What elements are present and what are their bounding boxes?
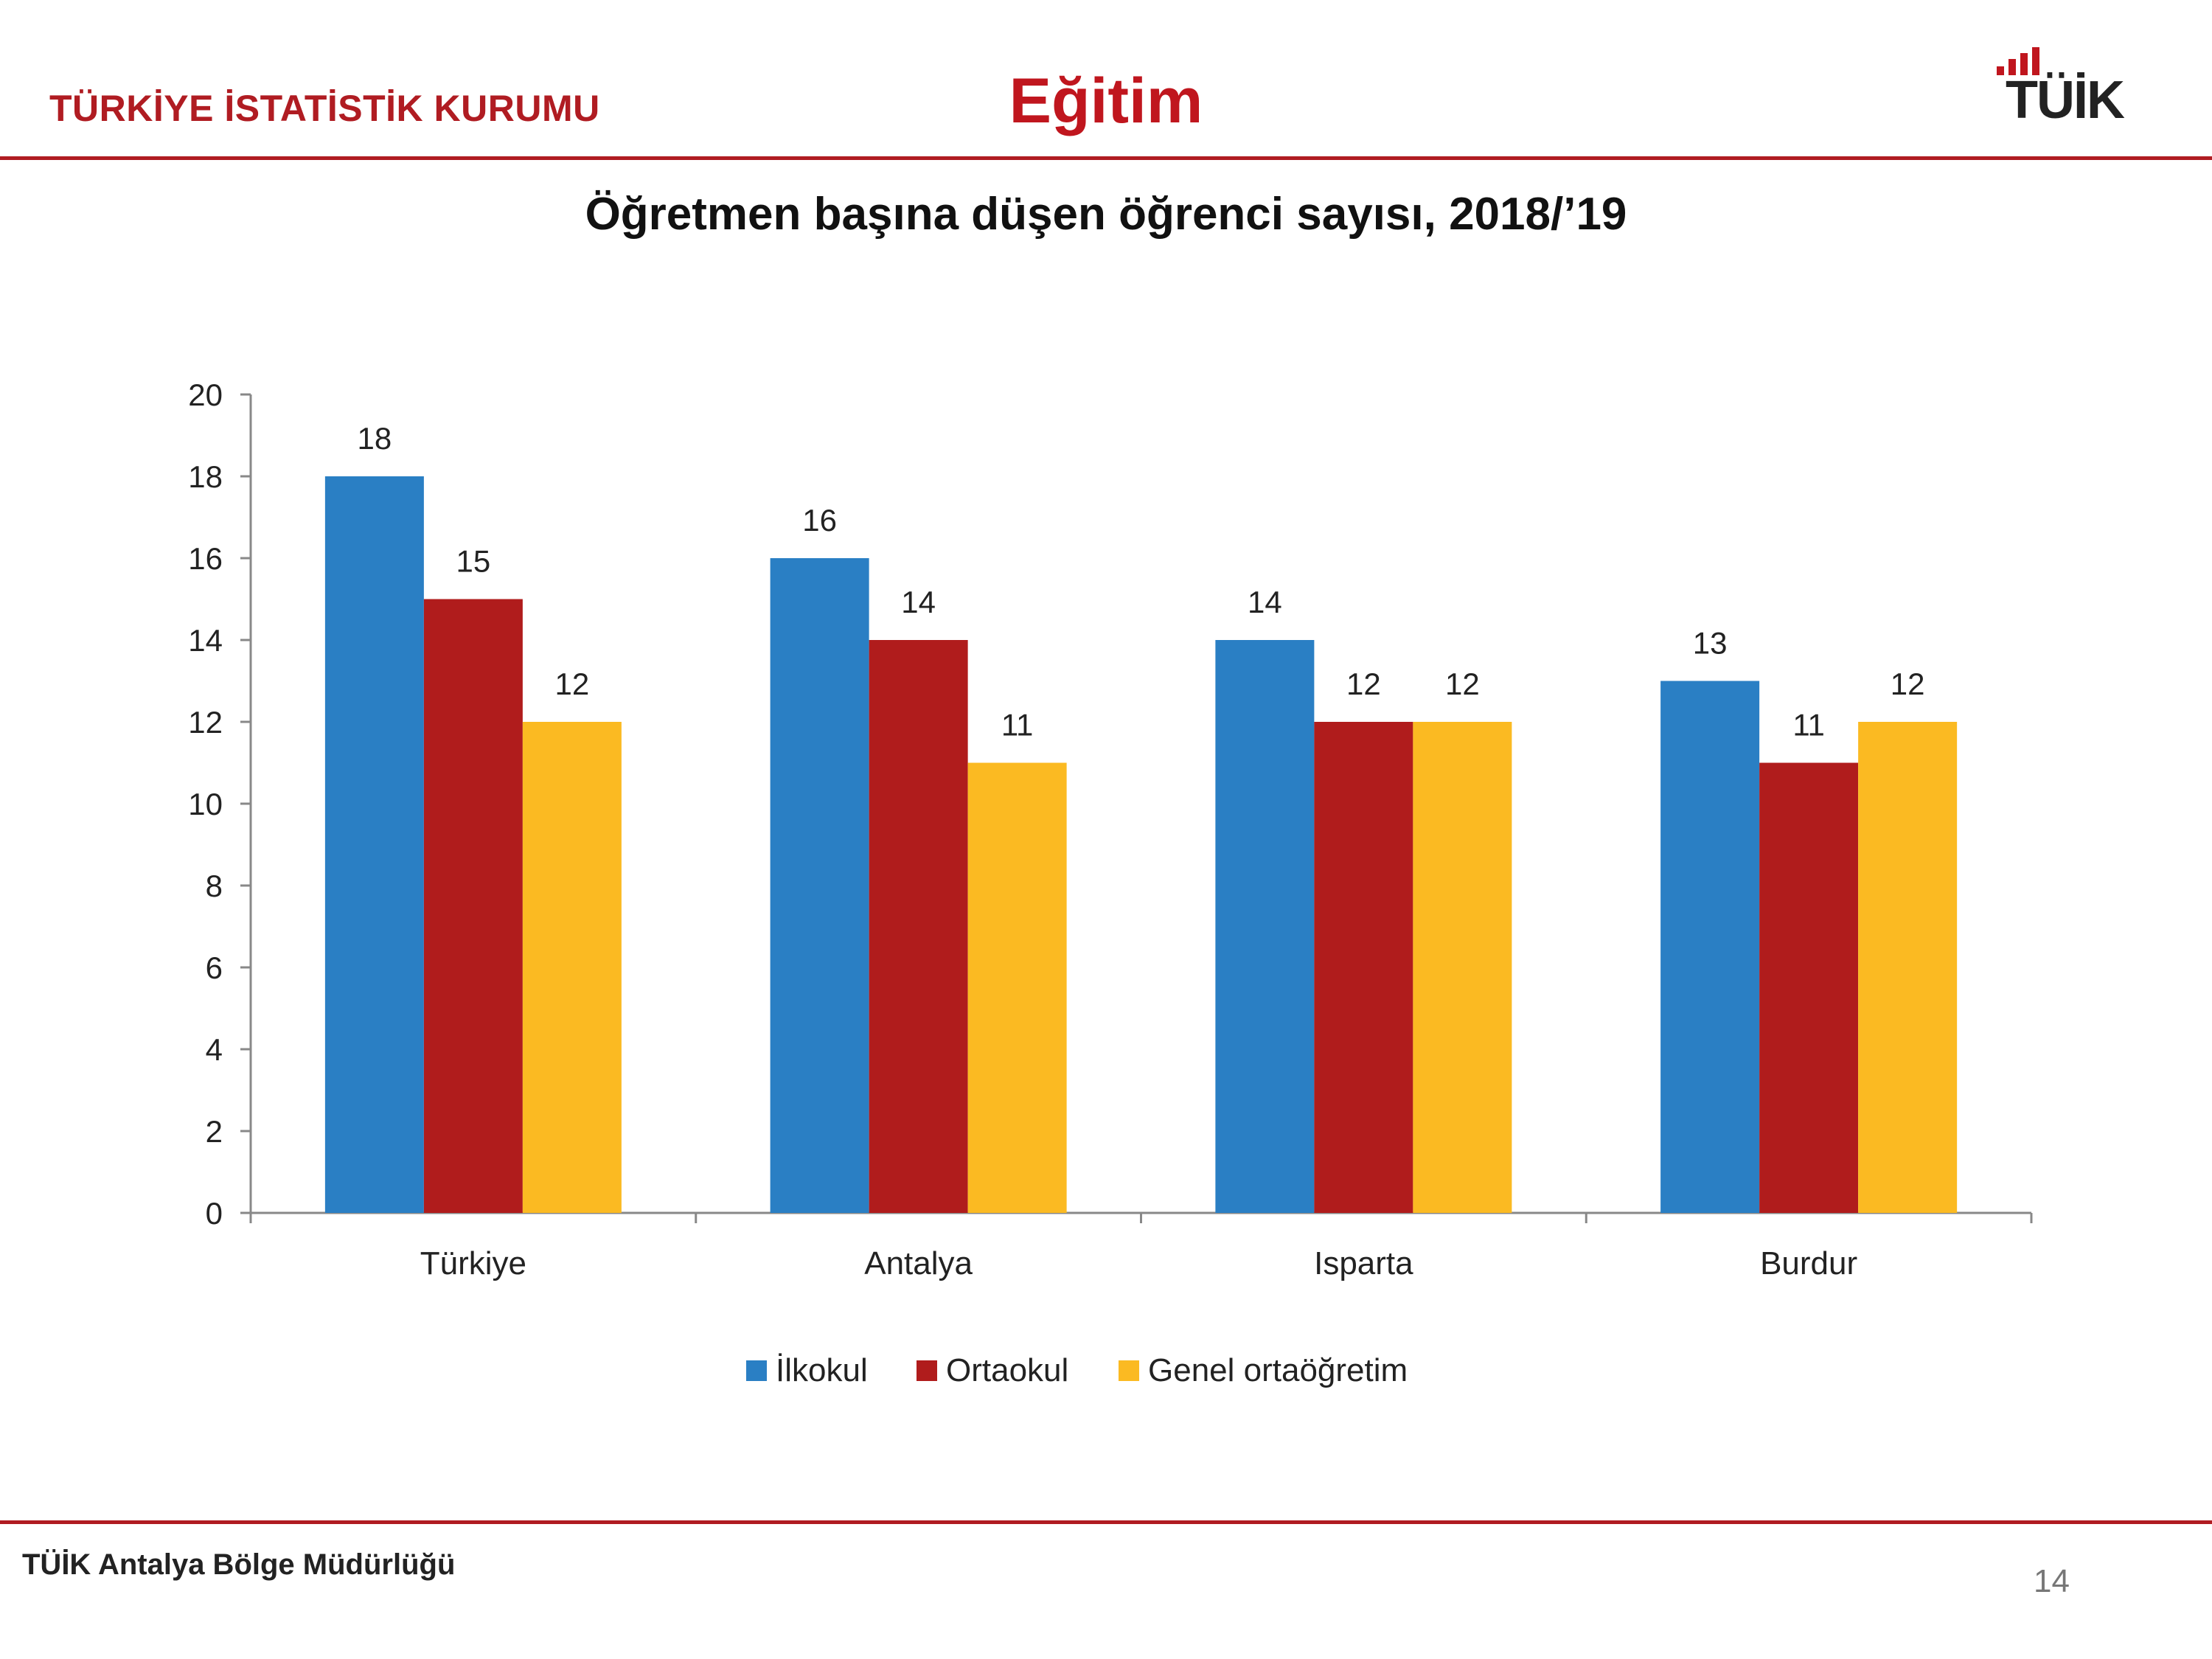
data-label: 12 xyxy=(1891,667,1925,701)
data-label: 14 xyxy=(901,585,936,619)
bar xyxy=(1858,722,1958,1213)
bar xyxy=(423,599,523,1213)
bar xyxy=(1759,762,1859,1213)
x-tick-label: Burdur xyxy=(1760,1245,1857,1281)
x-tick-label: Antalya xyxy=(864,1245,973,1281)
y-tick-label: 4 xyxy=(206,1032,223,1067)
data-label: 18 xyxy=(358,421,392,456)
data-label: 16 xyxy=(802,503,837,538)
bar xyxy=(1660,681,1760,1213)
bar xyxy=(1215,640,1315,1213)
logo-red-bar-2 xyxy=(2008,59,2016,75)
logo-text: TÜİK xyxy=(2006,71,2125,125)
y-tick-label: 14 xyxy=(188,623,223,658)
data-label: 15 xyxy=(456,544,491,579)
y-tick-label: 20 xyxy=(188,378,223,412)
y-tick-label: 16 xyxy=(188,541,223,576)
legend-label: İlkokul xyxy=(776,1352,868,1388)
y-tick-label: 6 xyxy=(206,950,223,985)
y-tick-label: 0 xyxy=(206,1196,223,1231)
bar xyxy=(967,762,1067,1213)
x-axis: Türkiye Antalya Isparta Burdur xyxy=(249,1211,2033,1281)
legend: İlkokul Ortaokul Genel ortaöğretim xyxy=(746,1352,1408,1388)
data-label: 14 xyxy=(1248,585,1282,619)
data-label: 11 xyxy=(1001,708,1034,742)
y-tick-label: 12 xyxy=(188,705,223,740)
legend-label: Genel ortaöğretim xyxy=(1148,1352,1408,1388)
y-tick-label: 10 xyxy=(188,787,223,821)
footer-divider xyxy=(0,1520,2212,1524)
y-tick-label: 8 xyxy=(206,869,223,903)
logo-red-bar-3 xyxy=(2020,53,2028,75)
y-tick-label: 18 xyxy=(188,459,223,494)
bar xyxy=(869,640,968,1213)
bar xyxy=(522,722,622,1213)
bars xyxy=(324,476,1958,1213)
bar xyxy=(770,558,869,1213)
y-tick-label: 2 xyxy=(206,1114,223,1149)
bar xyxy=(1413,722,1512,1213)
bar xyxy=(324,476,424,1213)
page-number: 14 xyxy=(2034,1563,2070,1599)
legend-swatch xyxy=(746,1360,767,1381)
section-title: Eğitim xyxy=(1009,66,1203,136)
x-tick-label: Isparta xyxy=(1314,1245,1413,1281)
legend-swatch xyxy=(917,1360,937,1381)
organization-name: TÜRKİYE İSTATİSTİK KURUMU xyxy=(49,88,600,129)
data-label: 13 xyxy=(1693,626,1728,661)
x-tick-label: Türkiye xyxy=(420,1245,526,1281)
logo-red-bar-4 xyxy=(2032,47,2039,75)
data-label: 12 xyxy=(1346,667,1381,701)
bar xyxy=(1314,722,1413,1213)
footer-text: TÜİK Antalya Bölge Müdürlüğü xyxy=(22,1548,456,1581)
data-labels: 18 15 12 16 14 11 14 12 12 13 11 12 xyxy=(358,421,1925,742)
data-label: 11 xyxy=(1792,708,1825,742)
legend-swatch xyxy=(1119,1360,1139,1381)
chart-title: Öğretmen başına düşen öğrenci sayısı, 20… xyxy=(585,189,1627,240)
legend-label: Ortaokul xyxy=(946,1352,1068,1388)
data-label: 12 xyxy=(555,667,590,701)
bar-chart: 0 2 4 6 8 10 12 14 16 18 20 Türkiye Antalya Isparta B… xyxy=(188,378,2033,1388)
header-divider xyxy=(0,156,2212,160)
data-label: 12 xyxy=(1445,667,1480,701)
logo-red-bar-1 xyxy=(1997,66,2004,75)
tuik-logo: TÜİK xyxy=(1997,47,2126,125)
y-axis: 0 2 4 6 8 10 12 14 16 18 20 xyxy=(188,378,252,1231)
